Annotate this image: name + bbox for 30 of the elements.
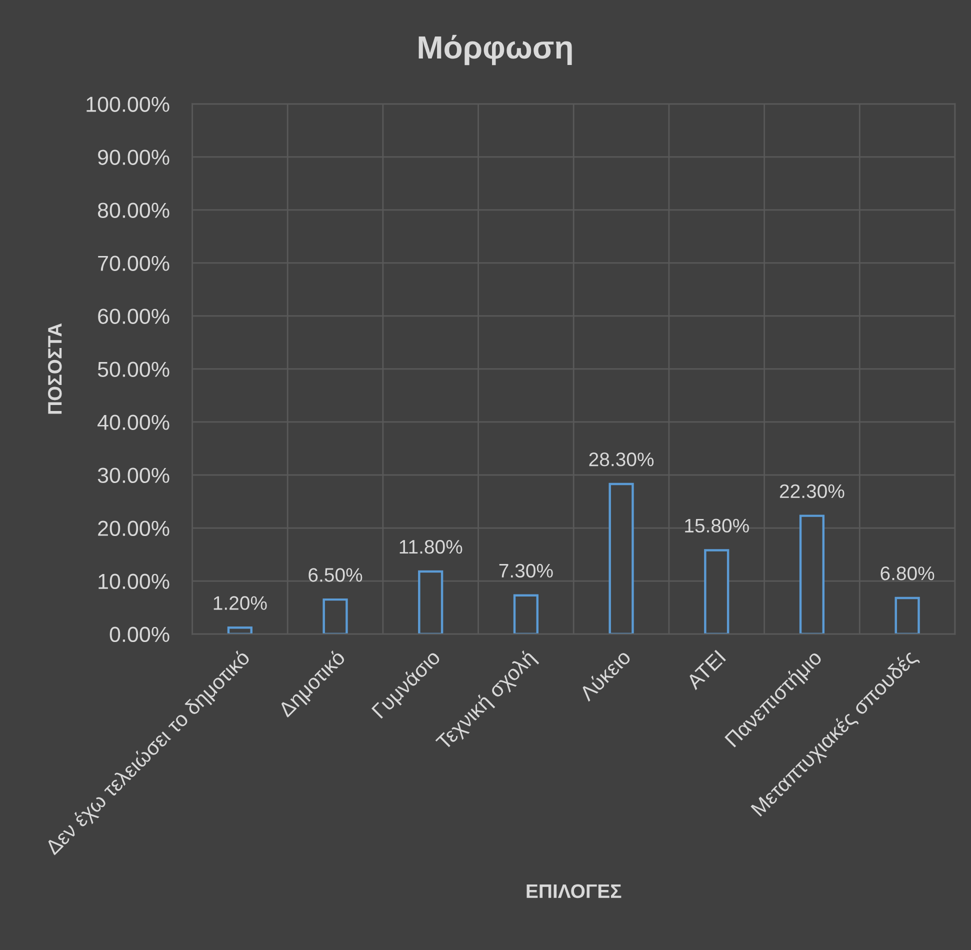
y-tick-label: 0.00% (110, 626, 170, 642)
data-label: 1.20% (214, 596, 267, 610)
bar (418, 570, 444, 634)
bar (322, 598, 348, 634)
data-label: 6.80% (880, 566, 934, 580)
bar (894, 596, 920, 634)
data-label: 6.50% (308, 568, 362, 582)
y-axis-title: ΠΟΣΟΣΤΑ (48, 323, 62, 414)
y-tick-label: 40.00% (98, 414, 170, 430)
y-tick-label: 70.00% (98, 256, 170, 271)
chart-title: Μόρφωση (418, 34, 572, 66)
bar (608, 482, 634, 634)
data-label: 28.30% (589, 452, 654, 466)
y-tick-label: 30.00% (98, 468, 170, 484)
bar (799, 514, 825, 634)
y-tick-label: 50.00% (98, 362, 170, 377)
data-label: 22.30% (780, 484, 844, 498)
x-axis-title: ΕΠΙΛΟΓΕΣ (526, 884, 622, 898)
data-label: 11.80% (400, 540, 462, 554)
bar (227, 626, 252, 634)
y-tick-label: 90.00% (98, 150, 170, 165)
y-tick-label: 10.00% (98, 574, 170, 590)
data-label: 7.30% (499, 564, 553, 578)
y-tick-label: 80.00% (98, 202, 170, 218)
data-label: 15.80% (685, 518, 749, 533)
y-tick-label: 60.00% (98, 308, 170, 324)
y-tick-label: 20.00% (98, 520, 170, 536)
bar (704, 549, 730, 634)
y-tick-label: 100.00% (86, 96, 170, 112)
bar (513, 594, 538, 634)
